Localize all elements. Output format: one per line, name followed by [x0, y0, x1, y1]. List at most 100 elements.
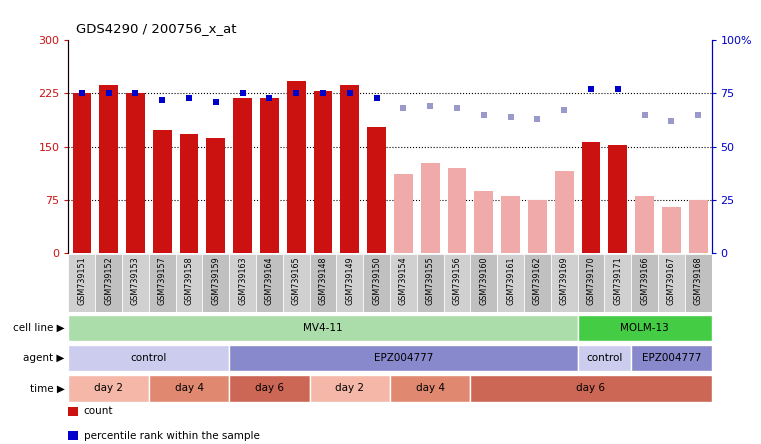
- Text: GDS4290 / 200756_x_at: GDS4290 / 200756_x_at: [76, 23, 237, 36]
- Bar: [283, 254, 310, 312]
- Bar: [604, 254, 631, 312]
- Bar: [336, 254, 363, 312]
- Bar: [470, 254, 497, 312]
- Text: GSM739157: GSM739157: [158, 256, 167, 305]
- Bar: [417, 254, 444, 312]
- Bar: [444, 254, 470, 312]
- Text: GSM739161: GSM739161: [506, 256, 515, 305]
- Text: cell line ▶: cell line ▶: [13, 323, 65, 333]
- Text: count: count: [84, 406, 113, 416]
- Bar: [501, 196, 520, 253]
- Text: MV4-11: MV4-11: [303, 323, 343, 333]
- Text: GSM739152: GSM739152: [104, 256, 113, 305]
- Bar: [528, 200, 546, 253]
- Bar: [68, 315, 578, 341]
- Text: day 6: day 6: [577, 383, 606, 393]
- Text: GSM739166: GSM739166: [640, 256, 649, 305]
- Bar: [474, 191, 493, 253]
- Bar: [470, 375, 712, 401]
- Text: GSM739162: GSM739162: [533, 256, 542, 305]
- Bar: [99, 85, 118, 253]
- Bar: [394, 174, 412, 253]
- Bar: [229, 254, 256, 312]
- Text: EPZ004777: EPZ004777: [642, 353, 701, 363]
- Bar: [153, 130, 172, 253]
- Text: GSM739171: GSM739171: [613, 256, 622, 305]
- Text: GSM739156: GSM739156: [453, 256, 461, 305]
- Text: GSM739154: GSM739154: [399, 256, 408, 305]
- Bar: [635, 196, 654, 253]
- Bar: [685, 254, 712, 312]
- Bar: [314, 91, 333, 253]
- Bar: [658, 254, 685, 312]
- Text: GSM739151: GSM739151: [78, 256, 87, 305]
- Bar: [631, 345, 712, 371]
- Bar: [310, 254, 336, 312]
- Bar: [578, 345, 631, 371]
- Text: GSM739153: GSM739153: [131, 256, 140, 305]
- Text: GSM739167: GSM739167: [667, 256, 676, 305]
- Bar: [310, 375, 390, 401]
- Bar: [390, 254, 417, 312]
- Bar: [72, 93, 91, 253]
- Text: percentile rank within the sample: percentile rank within the sample: [84, 431, 260, 441]
- Bar: [180, 134, 199, 253]
- Text: day 4: day 4: [174, 383, 203, 393]
- Bar: [260, 98, 279, 253]
- Bar: [421, 163, 440, 253]
- Text: GSM739169: GSM739169: [559, 256, 568, 305]
- Text: day 6: day 6: [255, 383, 284, 393]
- Bar: [126, 93, 145, 253]
- Text: day 4: day 4: [416, 383, 444, 393]
- Bar: [363, 254, 390, 312]
- Bar: [149, 375, 229, 401]
- Bar: [287, 81, 306, 253]
- Text: GSM739168: GSM739168: [693, 256, 702, 305]
- Text: agent ▶: agent ▶: [24, 353, 65, 363]
- Text: GSM739155: GSM739155: [425, 256, 435, 305]
- Text: day 2: day 2: [94, 383, 123, 393]
- Bar: [581, 142, 600, 253]
- Bar: [340, 85, 359, 253]
- Text: GSM739149: GSM739149: [345, 256, 355, 305]
- Bar: [229, 375, 310, 401]
- Bar: [390, 375, 470, 401]
- Text: GSM739160: GSM739160: [479, 256, 489, 305]
- Bar: [122, 254, 149, 312]
- Text: GSM739148: GSM739148: [319, 256, 327, 305]
- Bar: [202, 254, 229, 312]
- Bar: [524, 254, 551, 312]
- Bar: [149, 254, 176, 312]
- Bar: [447, 168, 466, 253]
- Text: day 2: day 2: [336, 383, 365, 393]
- Text: time ▶: time ▶: [30, 383, 65, 393]
- Text: GSM739165: GSM739165: [291, 256, 301, 305]
- Bar: [176, 254, 202, 312]
- Bar: [578, 315, 712, 341]
- Bar: [497, 254, 524, 312]
- Text: GSM739164: GSM739164: [265, 256, 274, 305]
- Bar: [555, 171, 574, 253]
- Bar: [368, 127, 386, 253]
- Bar: [68, 345, 229, 371]
- Bar: [662, 207, 681, 253]
- Bar: [689, 200, 708, 253]
- Bar: [95, 254, 122, 312]
- Text: GSM739163: GSM739163: [238, 256, 247, 305]
- Bar: [68, 375, 149, 401]
- Text: control: control: [131, 353, 167, 363]
- Bar: [68, 254, 95, 312]
- Bar: [234, 98, 252, 253]
- Bar: [206, 138, 225, 253]
- Text: GSM739158: GSM739158: [185, 256, 193, 305]
- Bar: [256, 254, 283, 312]
- Bar: [551, 254, 578, 312]
- Bar: [578, 254, 604, 312]
- Bar: [608, 145, 627, 253]
- Text: GSM739150: GSM739150: [372, 256, 381, 305]
- Text: GSM739170: GSM739170: [587, 256, 595, 305]
- Text: control: control: [586, 353, 622, 363]
- Bar: [631, 254, 658, 312]
- Text: EPZ004777: EPZ004777: [374, 353, 433, 363]
- Text: MOLM-13: MOLM-13: [620, 323, 669, 333]
